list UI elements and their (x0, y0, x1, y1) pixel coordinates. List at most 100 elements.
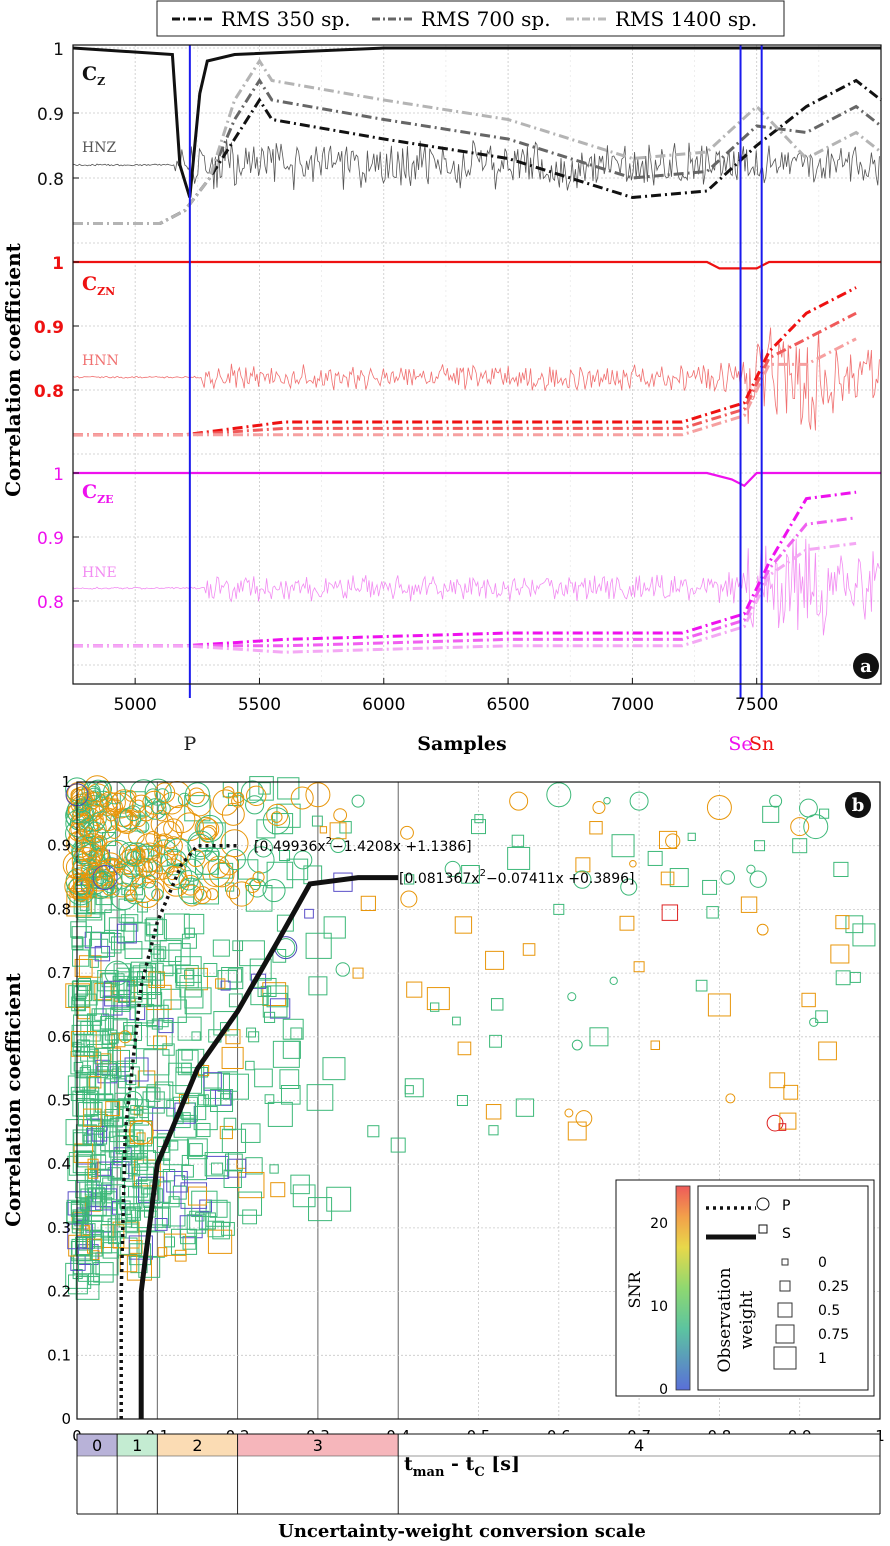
scatter-point-s (306, 1084, 334, 1111)
scale-label-4: 4 (634, 1436, 644, 1455)
scatter-point-p (87, 847, 112, 872)
scatter-point-s (227, 968, 243, 983)
group-label: CZE (82, 481, 114, 506)
scatter-point-s (111, 1158, 133, 1180)
scatter-point-s (262, 992, 288, 1018)
scatter-point-s (507, 846, 531, 870)
scatter-point-p (790, 817, 810, 837)
scatter-point-s (257, 977, 277, 998)
scatter-point-s (217, 970, 238, 990)
scatter-point-p (124, 842, 150, 867)
scatter-point-s (100, 1151, 115, 1166)
scatter-point-s (245, 1060, 255, 1071)
seismogram-trace-hne (72, 538, 880, 636)
scatter-point-s (205, 1201, 231, 1227)
scatter-point-s (852, 923, 876, 947)
scatter-point-s (272, 1040, 300, 1068)
scatter-point-s (133, 1183, 148, 1198)
scatter-point-s (215, 978, 226, 989)
scatter-point-p (290, 786, 314, 810)
scatter-point-p (100, 871, 123, 894)
scatter-point-s (250, 986, 269, 1006)
scatter-point-p (245, 795, 265, 815)
scatter-point-s (124, 941, 143, 959)
scatter-point-s (792, 838, 808, 854)
tick-label-x: 7000 (611, 695, 654, 715)
scatter-point-s (151, 1018, 163, 1030)
panel-b-fits (119, 843, 399, 1419)
scatter-point-s (210, 1089, 234, 1112)
scatter-point-s (118, 1129, 144, 1155)
scatter-point-s (740, 896, 758, 913)
scatter-point-s (124, 1025, 134, 1035)
scatter-point-s (687, 832, 696, 841)
key-p-label: P (782, 1198, 790, 1214)
scatter-point-s (163, 999, 187, 1023)
scatter-point-s (845, 915, 864, 934)
scatter-point-p (573, 870, 592, 889)
scatter-point-s (199, 1199, 212, 1213)
corr-curve-hne (73, 471, 881, 488)
scatter-point-s (146, 1020, 173, 1047)
key-s-label: S (782, 1226, 791, 1242)
scatter-point-p (220, 829, 249, 858)
scatter-point-p (756, 923, 769, 936)
scatter-point-p (163, 818, 184, 840)
panel-a-curves (72, 46, 882, 654)
scatter-point-s (110, 1150, 124, 1163)
scatter-point-s (242, 1209, 257, 1225)
scatter-point-s (147, 992, 163, 1007)
scatter-point-s (107, 1167, 122, 1181)
scatter-point-s (70, 921, 87, 938)
scatter-point-s (145, 917, 164, 936)
scatter-point-s (461, 865, 480, 884)
weight-label: 0 (818, 1255, 827, 1271)
tick-label-x: 5500 (238, 695, 281, 715)
scatter-point-s (258, 782, 271, 795)
tick-label-y: 0.8 (47, 900, 71, 918)
pick-label-se: Se (728, 733, 752, 755)
scatter-point-s (176, 968, 195, 987)
scatter-point-s (172, 1185, 187, 1200)
scatter-point-p (150, 812, 175, 837)
scatter-point-s (89, 958, 99, 968)
scatter-point-s (308, 976, 328, 996)
scatter-point-s (515, 1098, 535, 1117)
scatter-point-p (80, 833, 106, 859)
scatter-point-s (180, 1228, 196, 1245)
corr-curve-hnz (72, 46, 881, 198)
scatter-point-s (73, 1132, 88, 1147)
scatter-point-s (245, 1157, 263, 1175)
scatter-point-s (835, 970, 851, 986)
scatter-point-p (803, 814, 829, 840)
scatter-point-p (124, 883, 146, 905)
scatter-point-p (118, 1030, 132, 1044)
panel-b-key: 0 10 20 SNR P S Observation weight 0 0.25… (615, 1179, 875, 1398)
panel-a-ticks: 5000 5500 6000 6500 7000 7500 1 0.9 0.8 1 0.9 0.8 1 0… (34, 40, 778, 715)
scatter-point-s (304, 908, 314, 919)
scatter-point-s (174, 956, 202, 983)
scatter-point-p (725, 1093, 736, 1104)
tick-label-y: 1 (53, 465, 64, 485)
scatter-point-s (67, 1075, 88, 1096)
scatter-point-p (195, 888, 208, 901)
scatter-point-s (146, 1084, 171, 1109)
weight-square-icon (781, 1258, 789, 1266)
scatter-point-s (232, 940, 244, 952)
scatter-point-s (71, 996, 86, 1012)
scatter-point-p (123, 1091, 143, 1110)
scatter-point-s (102, 1177, 126, 1201)
scatter-point-s (390, 1137, 406, 1153)
scatter-point-s (611, 834, 635, 858)
scatter-point-p (218, 855, 239, 876)
scatter-point-p (102, 881, 117, 896)
scatter-point-p (151, 888, 164, 901)
scatter-point-p (246, 785, 267, 807)
scatter-point-s (87, 1158, 99, 1170)
key-s-square-icon (758, 1224, 768, 1234)
scatter-point-s (191, 1031, 201, 1041)
scatter-point-p (94, 780, 113, 798)
weight-label: 0.5 (818, 1303, 840, 1319)
